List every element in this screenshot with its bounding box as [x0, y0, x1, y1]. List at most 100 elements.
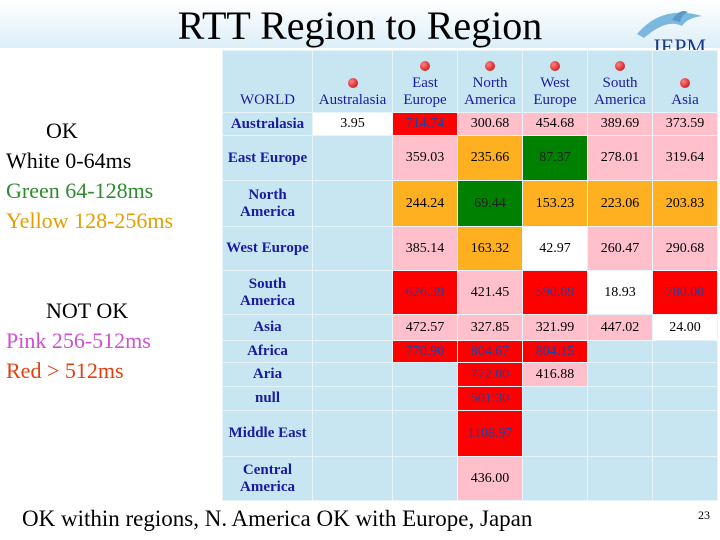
table-cell: 24.00	[652, 314, 718, 341]
table-cell: 373.59	[652, 112, 718, 136]
legend-heading: OK	[46, 118, 78, 143]
row-label: Australasia	[222, 112, 313, 136]
row-label: Africa	[222, 340, 313, 363]
cell-value: 260.47	[600, 240, 640, 256]
row-label: Asia	[222, 314, 313, 341]
cell-value: 319.64	[665, 150, 705, 165]
table-cell	[312, 340, 393, 363]
row-label: North America	[222, 180, 313, 227]
cell-value: 42.97	[539, 240, 571, 256]
legend-item: Pink 256-512ms	[6, 328, 151, 353]
table-cell: 772.00	[457, 362, 523, 387]
table-cell	[392, 362, 458, 387]
table-cell: 69.44	[457, 180, 523, 227]
rtt-table: WORLD Australasia East Europe North America…	[222, 50, 718, 501]
cell-value: 235.66	[470, 150, 510, 165]
table-row: null 501.30	[222, 386, 718, 411]
dot-icon	[615, 61, 625, 71]
row-label: Middle East	[222, 410, 313, 457]
table-cell: 300.68	[457, 112, 523, 136]
table-cell: 416.88	[522, 362, 588, 387]
cell-value: 24.00	[669, 319, 701, 335]
table-cell: 319.64	[652, 135, 718, 181]
table-cell: 223.06	[587, 180, 653, 227]
table-cell	[312, 226, 393, 271]
row-label: null	[222, 386, 313, 411]
table-cell	[587, 410, 653, 457]
table-cell: 770.90	[392, 340, 458, 363]
table-cell	[312, 362, 393, 387]
cell-value: 770.90	[405, 343, 445, 359]
table-cell	[522, 386, 588, 411]
cell-value: 416.88	[535, 366, 575, 382]
table-cell: 447.02	[587, 314, 653, 341]
cell-value: 436.00	[470, 470, 510, 486]
table-cell	[312, 314, 393, 341]
table-cell	[392, 386, 458, 411]
table-row: Central America 436.00	[222, 456, 718, 501]
legend: OK White 0-64ms Green 64-128ms Yellow 128-2…	[6, 116, 173, 386]
table-cell: 290.68	[652, 226, 718, 271]
legend-item: White 0-64ms	[6, 148, 132, 173]
cell-value: 290.68	[665, 240, 705, 256]
table-cell: 359.03	[392, 135, 458, 181]
column-label: North America	[464, 75, 516, 108]
column-header: West Europe	[522, 50, 588, 113]
table-cell	[587, 362, 653, 387]
cell-value: 278.01	[600, 150, 640, 165]
dot-icon	[485, 61, 495, 71]
cell-value: 153.23	[535, 195, 575, 211]
banner	[0, 0, 720, 48]
cell-value: 18.93	[604, 284, 636, 300]
table-cell: 1108.97	[457, 410, 523, 457]
table-cell: 327.85	[457, 314, 523, 341]
cell-value: 421.45	[470, 284, 510, 300]
table-row: Africa 770.90 804.67 804.15	[222, 340, 718, 363]
table-cell: 780.00	[652, 270, 718, 315]
table-cell	[312, 410, 393, 457]
table-row: Australasia 3.95 714.74 300.68 454.68 389.69 3…	[222, 112, 718, 136]
table-cell: 278.01	[587, 135, 653, 181]
logo-graphic	[637, 11, 702, 38]
cell-value: 203.83	[665, 195, 705, 211]
column-label: Australasia	[318, 92, 387, 108]
cell-value: 373.59	[665, 116, 705, 131]
table-cell: 804.15	[522, 340, 588, 363]
cell-value: 447.02	[600, 319, 640, 335]
dot-icon	[347, 78, 358, 88]
cell-value: 389.69	[600, 116, 640, 131]
table-cell	[312, 270, 393, 315]
dot-icon	[420, 61, 430, 71]
cell-value: 3.95	[340, 116, 365, 131]
dot-icon	[550, 61, 560, 71]
row-label: Aria	[222, 362, 313, 387]
cell-value: 804.67	[470, 343, 510, 359]
table-cell: 235.66	[457, 135, 523, 181]
table-cell	[587, 386, 653, 411]
table-cell: 421.45	[457, 270, 523, 315]
table-row: Aria 772.00 416.88	[222, 362, 718, 387]
header-row: WORLD Australasia East Europe North America…	[222, 50, 718, 113]
table-row: West Europe 385.14 163.32 42.97 260.47 290.68	[222, 226, 718, 271]
table-row: Middle East 1108.97	[222, 410, 718, 457]
cell-value: 385.14	[405, 240, 445, 256]
column-header: Asia	[652, 50, 718, 113]
cell-value: 454.68	[535, 116, 575, 131]
column-header: Australasia	[312, 50, 393, 113]
cell-value: 626.39	[405, 284, 445, 300]
cell-value: 69.44	[474, 195, 506, 211]
table-cell	[652, 456, 718, 501]
cell-value: 223.06	[600, 195, 640, 211]
table-row: South America 626.39 421.45 590.69 18.93 780.…	[222, 270, 718, 315]
corner-label: WORLD	[240, 92, 295, 108]
cell-value: 327.85	[470, 319, 510, 335]
cell-value: 714.74	[405, 116, 445, 131]
table-cell: 87.37	[522, 135, 588, 181]
table-cell: 472.57	[392, 314, 458, 341]
footer: OK within regions, N. America OK with Eu…	[22, 506, 533, 531]
table-cell	[652, 362, 718, 387]
cell-value: 772.00	[470, 366, 510, 382]
row-label: Central America	[222, 456, 313, 501]
table-cell	[392, 410, 458, 457]
